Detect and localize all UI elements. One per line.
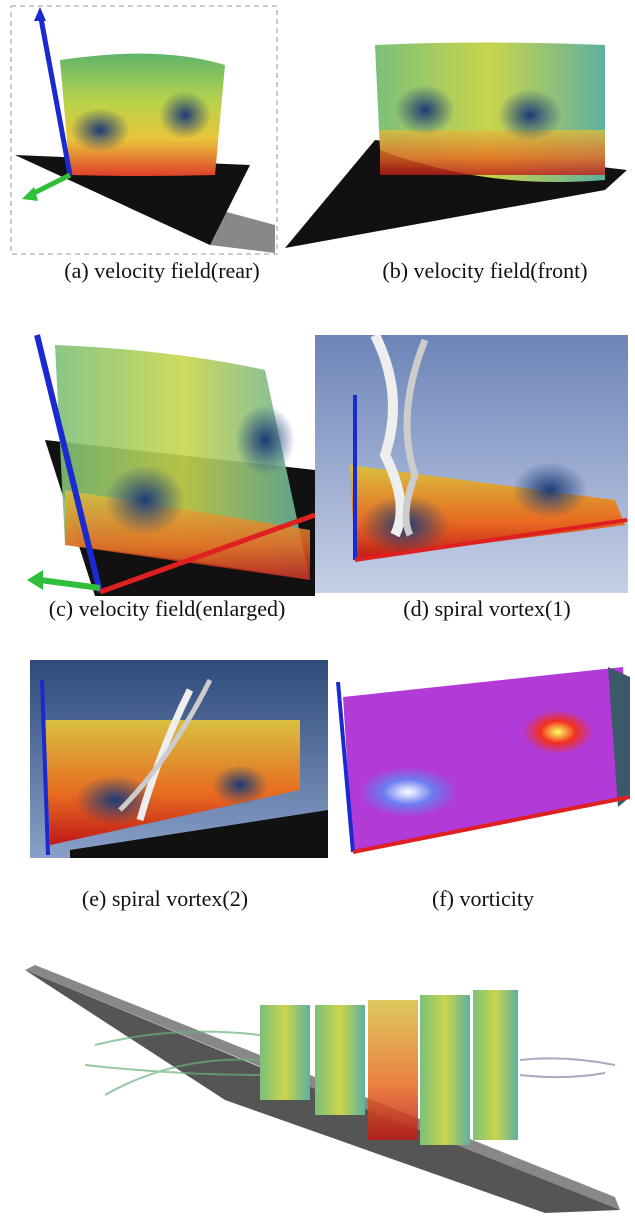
caption: (a) velocity field(rear) (64, 258, 259, 284)
image-d (315, 335, 628, 593)
caption: (b) velocity field(front) (382, 258, 587, 284)
image-f (333, 657, 630, 857)
image-e (30, 660, 328, 858)
caption: (d) spiral vortex(1) (403, 596, 570, 622)
caption: (f) vorticity (432, 886, 534, 912)
figure-page: (a) velocity field(rear) (b) velocity fi… (0, 0, 635, 1219)
image-a (10, 5, 280, 257)
image-b (285, 40, 627, 250)
caption: (e) spiral vortex(2) (82, 886, 248, 912)
image-c (25, 330, 315, 596)
caption: (c) velocity field(enlarged) (49, 596, 286, 622)
image-bottom (25, 965, 623, 1215)
